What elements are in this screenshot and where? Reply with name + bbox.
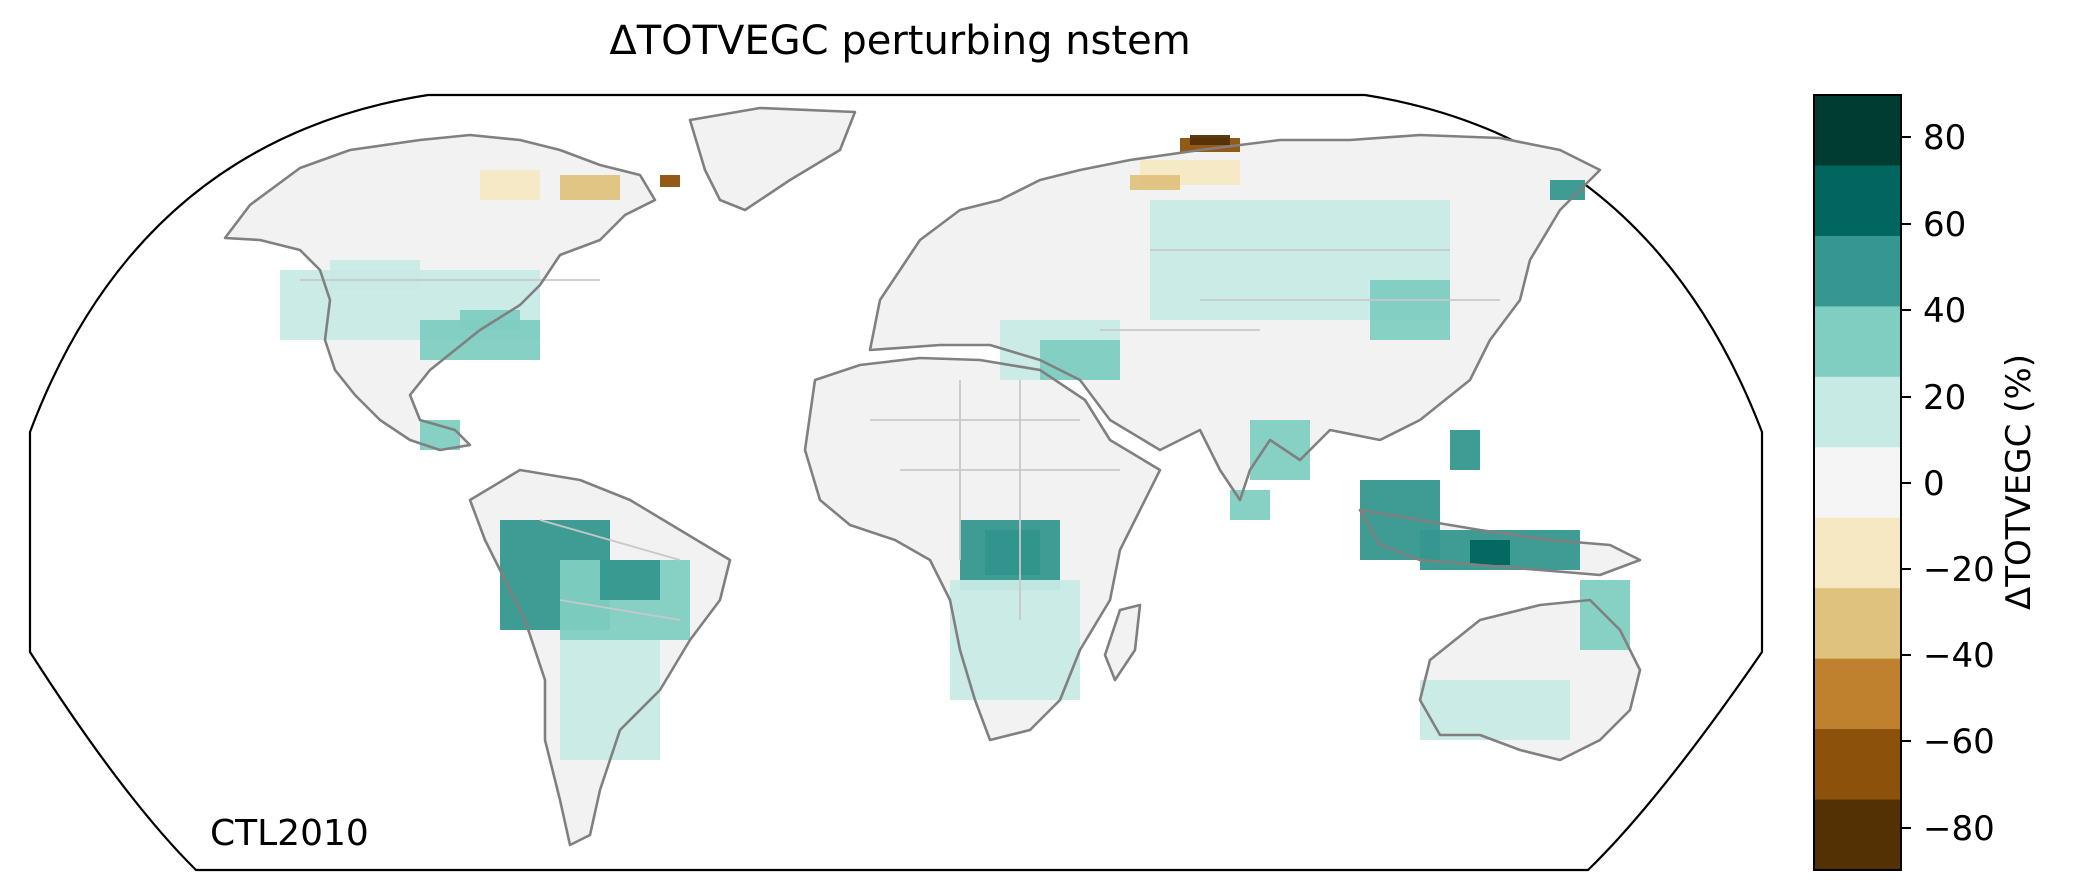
colorbar-tick-label: −40 (1923, 636, 1995, 676)
data-cell (1040, 340, 1120, 380)
data-cell (1470, 540, 1510, 565)
colorbar-tick-label: 40 (1923, 291, 1966, 331)
data-cell (950, 580, 1080, 700)
colorbar-bin (1814, 447, 1901, 519)
coastline-eurasia (868, 133, 1602, 502)
country-borders (300, 249, 1500, 621)
data-cell (480, 170, 540, 200)
coastline-madagascar (1103, 603, 1142, 682)
colorbar-bin (1814, 658, 1901, 730)
data-cell (1370, 280, 1450, 340)
colorbar-bins (1814, 95, 1901, 871)
colorbar-tick-label: −20 (1923, 550, 1995, 590)
colorbar-tick-label: 60 (1923, 205, 1966, 245)
data-cell (600, 560, 660, 600)
data-cell (1130, 175, 1180, 190)
colorbar-bin (1814, 799, 1901, 871)
colorbar-tick-label: −80 (1923, 809, 1995, 849)
colorbar-tick-label: −60 (1923, 722, 1995, 762)
coastlines (223, 106, 1642, 847)
coastline-north-america (223, 133, 657, 452)
colorbar-bin (1814, 235, 1901, 307)
colorbar-bin (1814, 306, 1901, 378)
colorbar-bin (1814, 165, 1901, 237)
colorbar-bin (1814, 95, 1901, 166)
map-title: ΔTOTVEGC perturbing nstem (609, 18, 1191, 64)
coastline-south-america (468, 468, 732, 847)
country-border (539, 519, 681, 561)
data-cell (1420, 680, 1570, 740)
colorbar-label: ΔTOTVEGC (%) (1999, 354, 2039, 610)
coastline-greenland (688, 106, 857, 212)
colorbar-bin (1814, 588, 1901, 660)
country-border (559, 599, 681, 621)
data-cell (1450, 430, 1480, 470)
data-cell (960, 520, 1060, 590)
data-cell (560, 175, 620, 200)
landmass-greenland (690, 108, 855, 210)
coastline-africa (803, 356, 1162, 742)
landmass-madagascar (1105, 605, 1140, 680)
data-cell (1190, 135, 1230, 145)
colorbar-bin (1814, 517, 1901, 589)
data-cell (1250, 420, 1310, 480)
colorbar-tick-label: 20 (1923, 378, 1966, 418)
coastline-australia (1418, 598, 1642, 762)
run-label: CTL2010 (210, 813, 369, 854)
colorbar-bin (1814, 729, 1901, 801)
coastline-indonesia (1358, 508, 1642, 577)
data-cell (660, 175, 680, 187)
colorbar-tick-label: 0 (1923, 464, 1945, 504)
colorbar-bin (1814, 376, 1901, 448)
colorbar-tick-label: 80 (1923, 118, 1966, 158)
data-cell (330, 260, 420, 290)
data-cell (560, 640, 660, 760)
colorbar-ticks: 80 60 40 20 0 −20 −40 −60 −80 (1901, 118, 1995, 849)
